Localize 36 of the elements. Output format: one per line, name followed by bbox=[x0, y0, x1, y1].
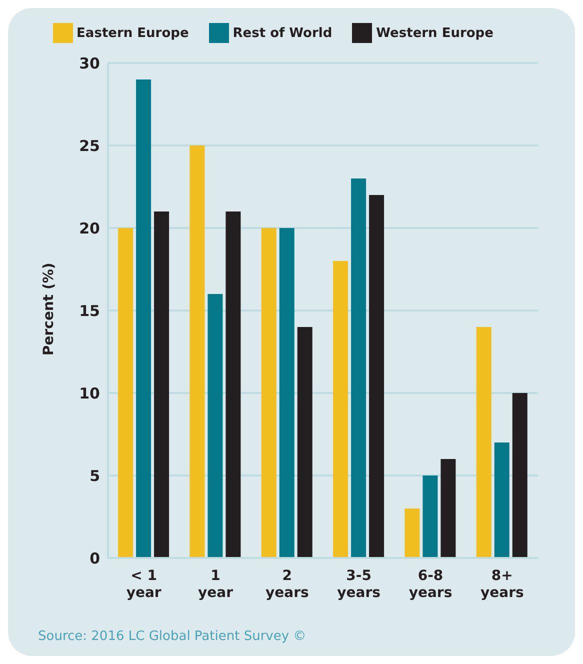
bar bbox=[369, 195, 384, 558]
y-tick-label: 0 bbox=[90, 549, 100, 568]
y-tick-label: 10 bbox=[79, 384, 100, 402]
bar bbox=[279, 228, 294, 558]
bar bbox=[440, 459, 456, 558]
bar bbox=[297, 327, 312, 558]
y-tick-label: 20 bbox=[79, 219, 100, 238]
bar bbox=[422, 476, 438, 558]
x-tick-label: 6-8 years bbox=[408, 568, 452, 601]
bar bbox=[404, 508, 420, 558]
y-tick-label: 30 bbox=[79, 54, 100, 72]
x-tick-label: 8+ years bbox=[480, 568, 524, 601]
bar bbox=[136, 80, 152, 558]
bar bbox=[476, 327, 492, 558]
bar bbox=[512, 393, 528, 558]
legend-label: Western Europe bbox=[376, 26, 494, 41]
bar bbox=[208, 294, 223, 558]
source-note: Source: 2016 LC Global Patient Survey © bbox=[38, 629, 306, 644]
bar bbox=[190, 146, 205, 558]
x-tick-label: 2 years bbox=[266, 568, 309, 601]
y-tick-label: 25 bbox=[79, 136, 100, 155]
bar bbox=[351, 178, 366, 558]
bar bbox=[261, 228, 276, 558]
bar bbox=[226, 212, 241, 558]
x-tick-label: 1 year bbox=[198, 568, 234, 601]
legend-label: Rest of World bbox=[232, 26, 332, 41]
y-axis-title: Percent (%) bbox=[40, 262, 57, 356]
x-tick-label: 3-5 years bbox=[337, 568, 380, 601]
bar bbox=[494, 442, 510, 558]
x-tick-label: < 1 year bbox=[126, 568, 162, 601]
bar bbox=[118, 228, 134, 558]
y-tick-label: 15 bbox=[79, 302, 100, 320]
bar bbox=[154, 212, 170, 558]
y-tick-label: 5 bbox=[90, 466, 100, 485]
legend-label: Eastern Europe bbox=[76, 26, 189, 41]
bar bbox=[333, 261, 348, 558]
